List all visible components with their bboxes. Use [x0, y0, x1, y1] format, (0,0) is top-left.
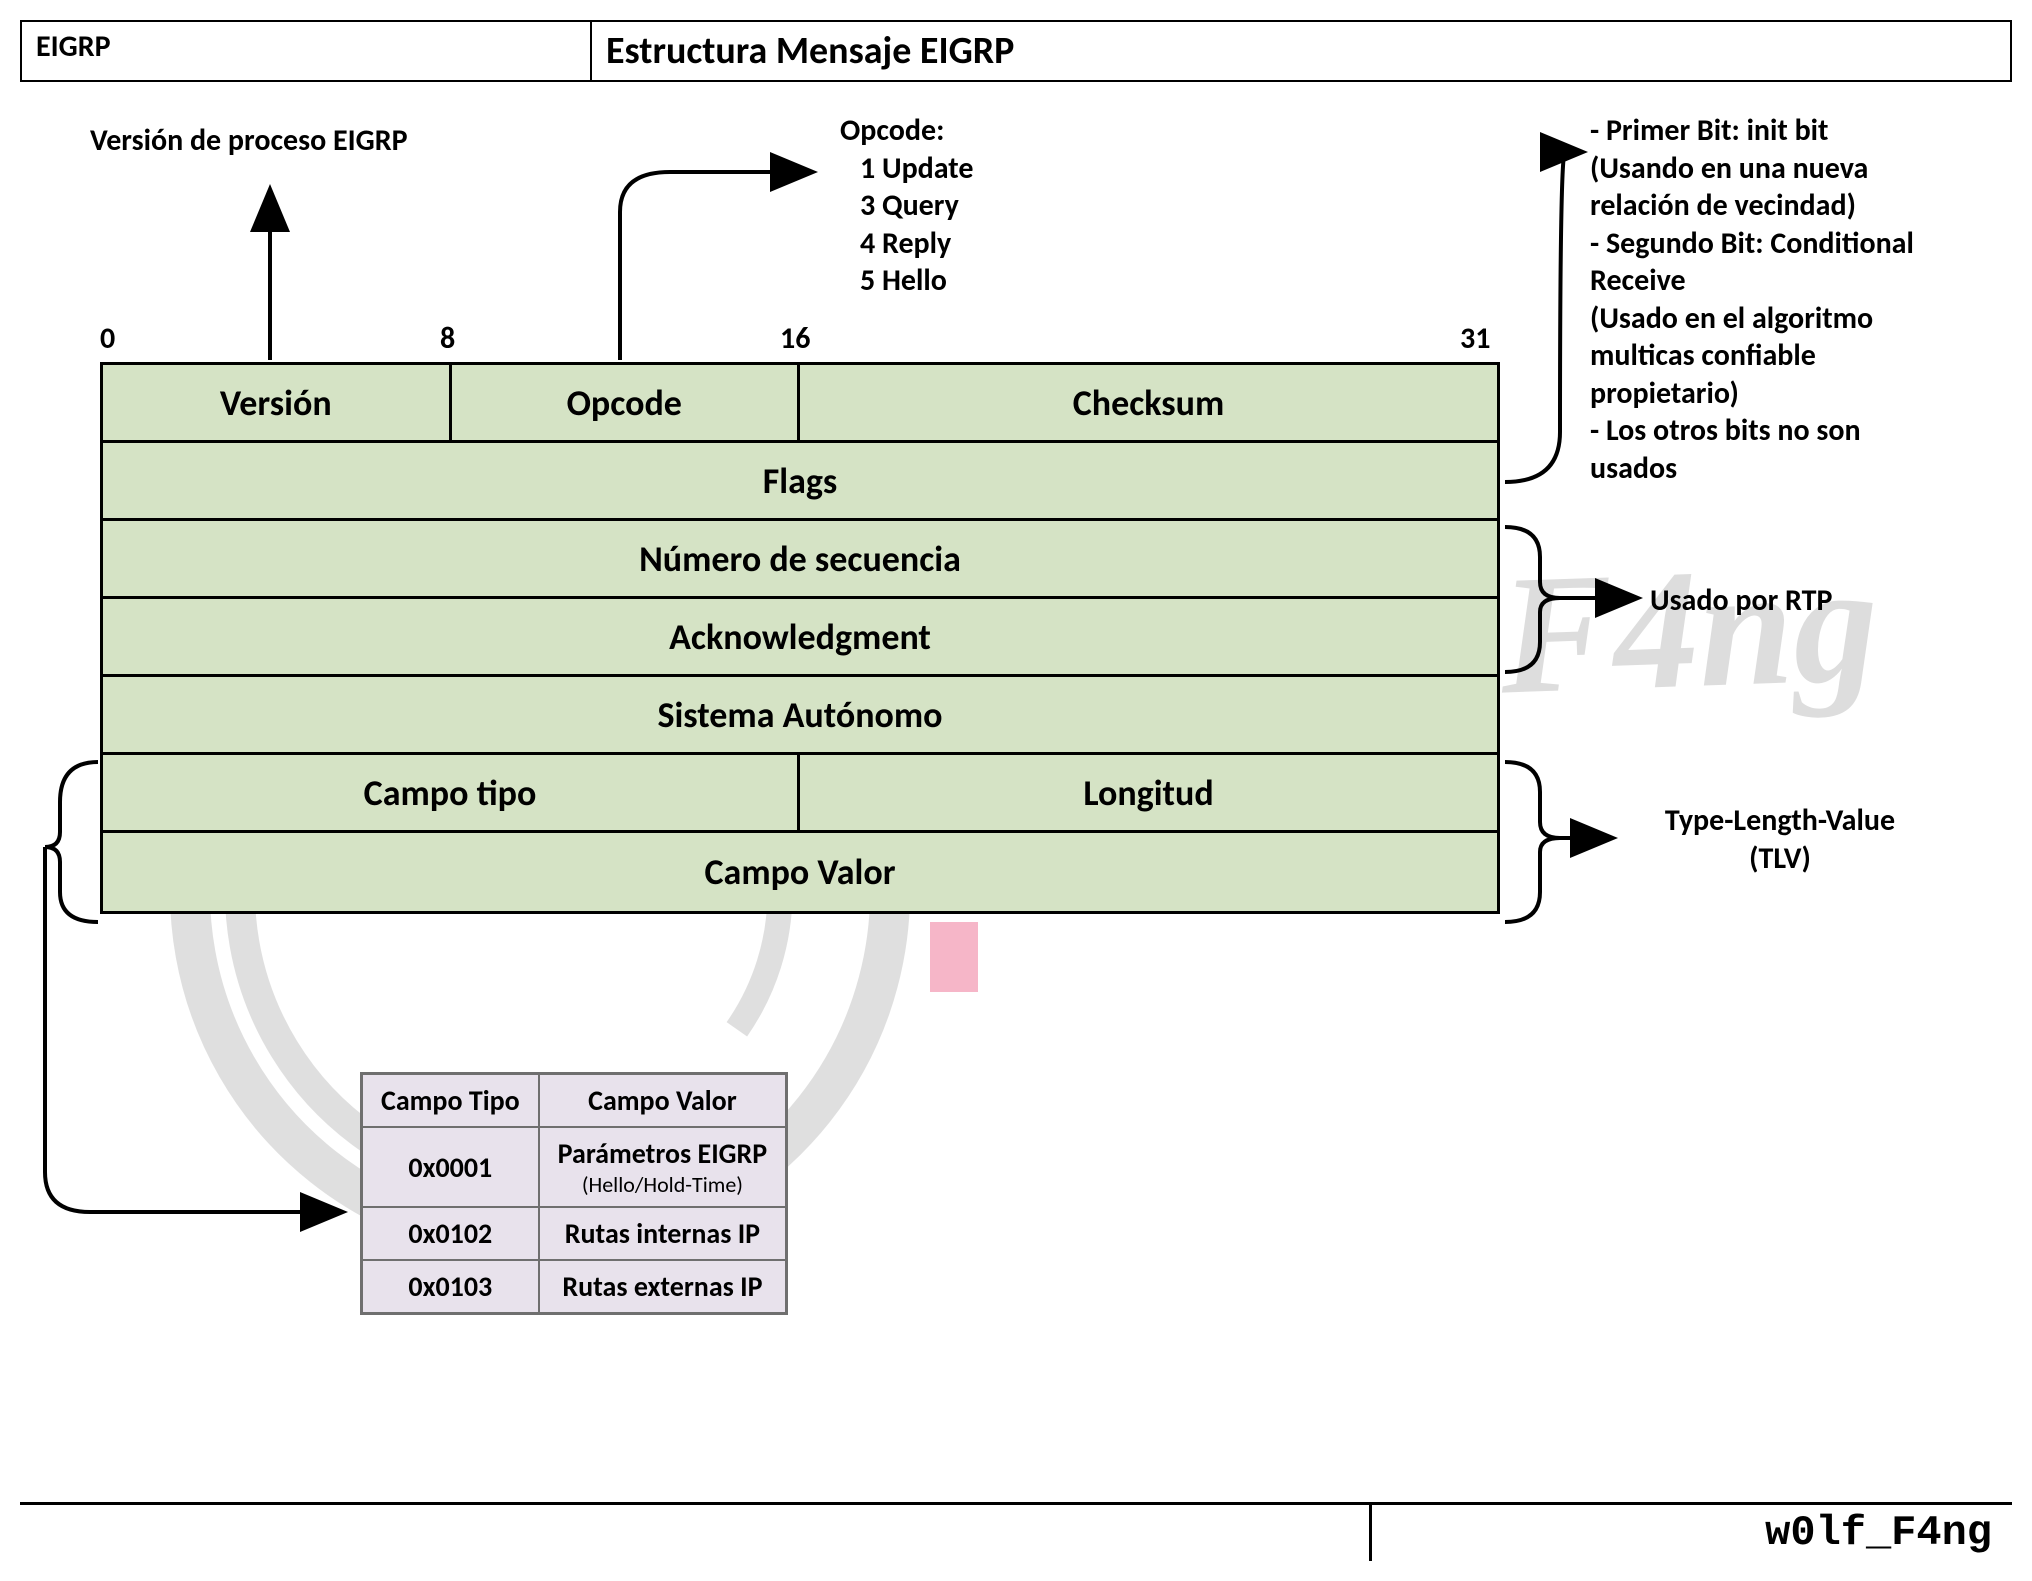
- flags-line-9: usados: [1590, 450, 1677, 487]
- packet-row: Flags: [103, 443, 1497, 521]
- annot-rtp: Usado por RTP: [1650, 582, 1832, 620]
- flags-line-8: - Los otros bits no son: [1590, 412, 1861, 449]
- flags-line-3: - Segundo Bit: Conditional: [1590, 225, 1914, 262]
- tlv-header: Campo Valor: [539, 1074, 787, 1128]
- annot-tlv: Type-Length-Value (TLV): [1620, 802, 1940, 877]
- packet-row: Acknowledgment: [103, 599, 1497, 677]
- diagram-canvas: F4ng Versión de proceso EIGRP Opcode: 1 …: [20, 112, 2012, 1492]
- flags-line-4: Receive: [1590, 262, 1686, 299]
- annot-opcode: Opcode: 1 Update 3 Query 4 Reply 5 Hello: [840, 112, 973, 300]
- tlv-row: 0x0102Rutas internas IP: [362, 1207, 787, 1260]
- packet-cell: Opcode: [452, 365, 801, 440]
- footer-signature: w0lf_F4ng: [1372, 1505, 2012, 1561]
- bit-8: 8: [440, 320, 455, 357]
- flags-line-0: - Primer Bit: init bit: [1590, 112, 1828, 149]
- annot-tlv-1: Type-Length-Value: [1665, 802, 1895, 839]
- packet-cell: Longitud: [800, 755, 1497, 830]
- footer-bar: w0lf_F4ng: [20, 1502, 2012, 1561]
- packet-row: Campo tipoLongitud: [103, 755, 1497, 833]
- packet-cell: Checksum: [800, 365, 1497, 440]
- opcode-line-0: 1 Update: [840, 150, 973, 188]
- annot-flags: - Primer Bit: init bit (Usando en una nu…: [1590, 112, 1914, 487]
- packet-row: Número de secuencia: [103, 521, 1497, 599]
- tlv-cell-type: 0x0001: [362, 1127, 539, 1207]
- tlv-type-table: Campo TipoCampo Valor0x0001Parámetros EI…: [360, 1072, 788, 1315]
- flags-line-2: relación de vecindad): [1590, 187, 1856, 224]
- packet-cell: Acknowledgment: [103, 599, 1497, 674]
- flags-line-6: multicas confiable: [1590, 337, 1816, 374]
- flags-line-5: (Usado en el algoritmo: [1590, 300, 1873, 337]
- flags-line-1: (Usando en una nueva: [1590, 150, 1868, 187]
- packet-cell: Campo tipo: [103, 755, 800, 830]
- tlv-cell-value: Rutas internas IP: [539, 1207, 787, 1260]
- tlv-cell-type: 0x0103: [362, 1260, 539, 1314]
- opcode-line-1: 3 Query: [840, 187, 959, 225]
- packet-row: Sistema Autónomo: [103, 677, 1497, 755]
- packet-cell: Campo Valor: [103, 833, 1497, 911]
- annot-tlv-2: (TLV): [1749, 840, 1811, 877]
- bit-0: 0: [100, 320, 115, 357]
- annot-opcode-title: Opcode:: [840, 112, 944, 149]
- header-right: Estructura Mensaje EIGRP: [592, 22, 2010, 80]
- packet-cell: Número de secuencia: [103, 521, 1497, 596]
- opcode-line-3: 5 Hello: [840, 262, 947, 300]
- watermark-text: F4ng: [1497, 525, 1882, 733]
- tlv-cell-type: 0x0102: [362, 1207, 539, 1260]
- bit-31: 31: [1460, 320, 1490, 357]
- tlv-row: 0x0001Parámetros EIGRP(Hello/Hold-Time): [362, 1127, 787, 1207]
- pink-marker: [930, 922, 978, 992]
- packet-row: Campo Valor: [103, 833, 1497, 911]
- packet-row: VersiónOpcodeChecksum: [103, 365, 1497, 443]
- header-left: EIGRP: [22, 22, 592, 80]
- tlv-row: 0x0103Rutas externas IP: [362, 1260, 787, 1314]
- packet-structure: VersiónOpcodeChecksumFlagsNúmero de secu…: [100, 362, 1500, 914]
- tlv-cell-value: Parámetros EIGRP(Hello/Hold-Time): [539, 1127, 787, 1207]
- packet-cell: Versión: [103, 365, 452, 440]
- header-bar: EIGRP Estructura Mensaje EIGRP: [20, 20, 2012, 82]
- opcode-line-2: 4 Reply: [840, 225, 951, 263]
- footer-left: [20, 1505, 1372, 1561]
- packet-cell: Sistema Autónomo: [103, 677, 1497, 752]
- tlv-cell-value: Rutas externas IP: [539, 1260, 787, 1314]
- tlv-header: Campo Tipo: [362, 1074, 539, 1128]
- bit-16: 16: [780, 320, 810, 357]
- annot-version: Versión de proceso EIGRP: [90, 122, 408, 160]
- flags-line-7: propietario): [1590, 375, 1739, 412]
- packet-cell: Flags: [103, 443, 1497, 518]
